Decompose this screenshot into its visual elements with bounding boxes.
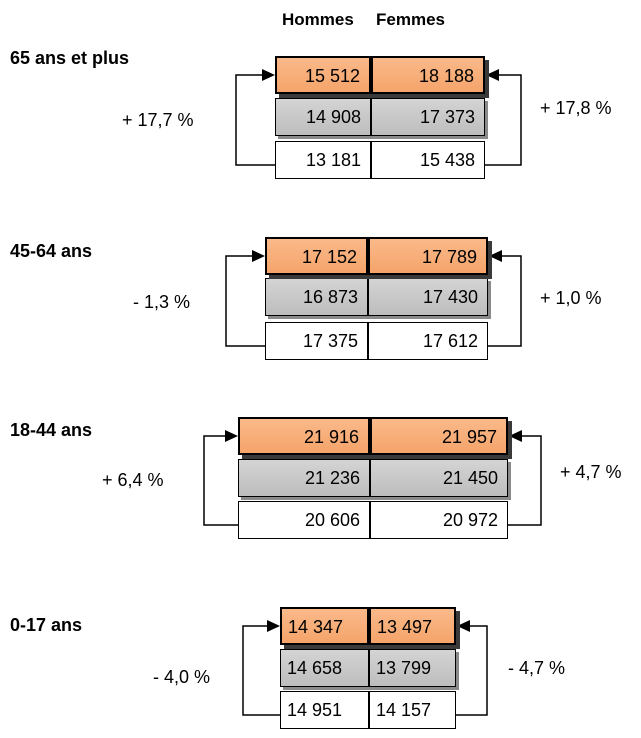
cell-middle-men: 14 658: [280, 649, 369, 687]
cell-recent-women: 18 188: [371, 56, 485, 94]
connector-line-women: [456, 625, 488, 716]
change-men-label: + 17,7 %: [122, 110, 194, 130]
cell-middle-men: 16 873: [265, 278, 368, 316]
connector-line-women: [485, 74, 522, 166]
cell-recent-men: 15 512: [275, 56, 371, 94]
cell-middle-women: 17 373: [371, 98, 485, 136]
cell-oldest-women: 15 438: [371, 141, 485, 179]
cell-middle-men: 14 908: [275, 98, 371, 136]
cell-oldest-women: 20 972: [370, 501, 508, 539]
connector-line-men: [235, 74, 275, 166]
change-women-label: + 1,0 %: [540, 288, 602, 308]
cell-oldest-men: 17 375: [265, 322, 368, 360]
arrowhead-women: [457, 620, 470, 632]
arrowhead-women: [486, 69, 499, 81]
change-women-label: + 4,7 %: [560, 462, 622, 482]
cell-middle-women: 17 430: [368, 278, 488, 316]
change-men-label: - 1,3 %: [133, 292, 191, 312]
change-women-label: - 4,7 %: [508, 658, 566, 678]
change-men-label: - 4,0 %: [153, 667, 211, 687]
arrowhead-men: [267, 620, 280, 632]
cell-middle-men: 21 236: [238, 459, 370, 497]
cell-oldest-men: 20 606: [238, 501, 370, 539]
cell-oldest-men: 14 951: [280, 691, 369, 729]
header-women: Femmes: [376, 10, 445, 29]
arrowhead-men: [252, 250, 265, 262]
cell-recent-men: 14 347: [280, 607, 369, 645]
connector-line-women: [488, 255, 522, 347]
cell-middle-women: 21 450: [370, 459, 508, 497]
cell-recent-men: 17 152: [265, 237, 368, 275]
age-group-label: 0-17 ans: [10, 615, 83, 635]
arrowhead-women: [509, 430, 522, 442]
cell-recent-women: 21 957: [370, 417, 508, 455]
cell-oldest-men: 13 181: [275, 141, 371, 179]
arrowhead-men: [225, 430, 238, 442]
cell-recent-women: 17 789: [368, 237, 488, 275]
age-group-label: 45-64 ans: [10, 241, 93, 261]
connector-line-men: [203, 435, 238, 526]
cell-oldest-women: 14 157: [369, 691, 456, 729]
change-women-label: + 17,8 %: [540, 98, 612, 118]
arrowhead-women: [489, 250, 502, 262]
age-group-label: 18-44 ans: [10, 420, 93, 440]
cell-oldest-women: 17 612: [368, 322, 488, 360]
connector-line-men: [225, 255, 265, 347]
cell-middle-women: 13 799: [369, 649, 456, 687]
arrowhead-men: [262, 69, 275, 81]
connector-line-women: [508, 435, 542, 526]
cell-recent-women: 13 497: [369, 607, 456, 645]
change-men-label: + 6,4 %: [102, 470, 164, 490]
header-men: Hommes: [282, 10, 354, 29]
age-group-label: 65 ans et plus: [10, 48, 130, 68]
cell-recent-men: 21 916: [238, 417, 370, 455]
connector-line-men: [242, 625, 280, 716]
